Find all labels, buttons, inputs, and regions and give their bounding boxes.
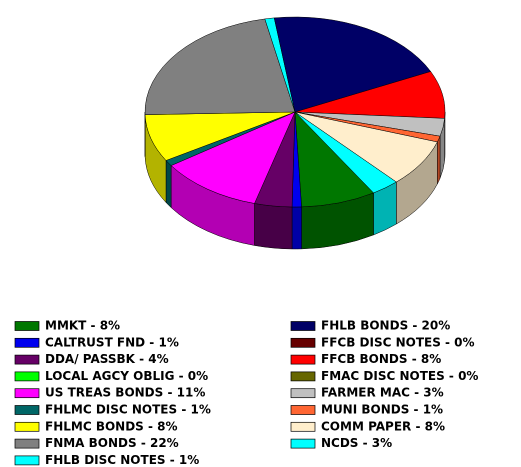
legend-label: FMAC DISC NOTES - 0%	[321, 369, 478, 383]
slice-side	[437, 136, 441, 185]
legend-swatch	[14, 354, 40, 365]
legend-label: FARMER MAC - 3%	[321, 386, 444, 400]
legend-swatch	[290, 388, 316, 399]
legend-label: FFCB BONDS - 8%	[321, 352, 441, 366]
slice-side	[291, 206, 302, 250]
slice	[294, 111, 397, 194]
legend-swatch	[14, 455, 40, 466]
slice-side	[165, 159, 172, 209]
legend-label: CALTRUST FND - 1%	[45, 335, 179, 349]
legend-swatch	[290, 337, 316, 348]
legend-swatch	[14, 438, 40, 449]
legend-label: US TREAS BONDS - 11%	[45, 386, 205, 400]
legend-swatch	[14, 337, 40, 348]
slice-side	[254, 203, 293, 250]
legend-swatch	[14, 405, 40, 415]
legend-label: COMM PAPER - 8%	[321, 419, 445, 433]
legend-label: MUNI BONDS - 1%	[321, 403, 443, 417]
legend-swatch	[14, 371, 40, 382]
legend-label: FHLMC BONDS - 8%	[45, 419, 178, 433]
slice	[144, 18, 296, 115]
legend-label: FHLB BONDS - 20%	[321, 319, 450, 333]
slice	[273, 16, 432, 113]
legend-swatch	[290, 371, 316, 382]
legend-swatch	[290, 321, 316, 331]
legend-swatch	[14, 388, 40, 399]
legend-label: FHLB DISC NOTES - 1%	[45, 453, 199, 467]
legend-swatch	[14, 321, 40, 331]
legend-swatch	[290, 438, 316, 449]
legend-swatch	[14, 421, 40, 432]
legend-label: DDA/ PASSBK - 4%	[45, 352, 169, 366]
legend-swatch	[290, 405, 316, 415]
legend-swatch	[290, 421, 316, 432]
legend-swatch	[290, 354, 316, 365]
slice	[170, 111, 296, 204]
legend-label: FHLMC DISC NOTES - 1%	[45, 403, 211, 417]
legend-label: LOCAL AGCY OBLIG - 0%	[45, 369, 208, 383]
legend-label: FFCB DISC NOTES - 0%	[321, 335, 475, 349]
legend-label: NCDS - 3%	[321, 436, 392, 450]
legend-label: FNMA BONDS - 22%	[45, 436, 179, 450]
legend-label: MMKT - 8%	[45, 319, 120, 333]
